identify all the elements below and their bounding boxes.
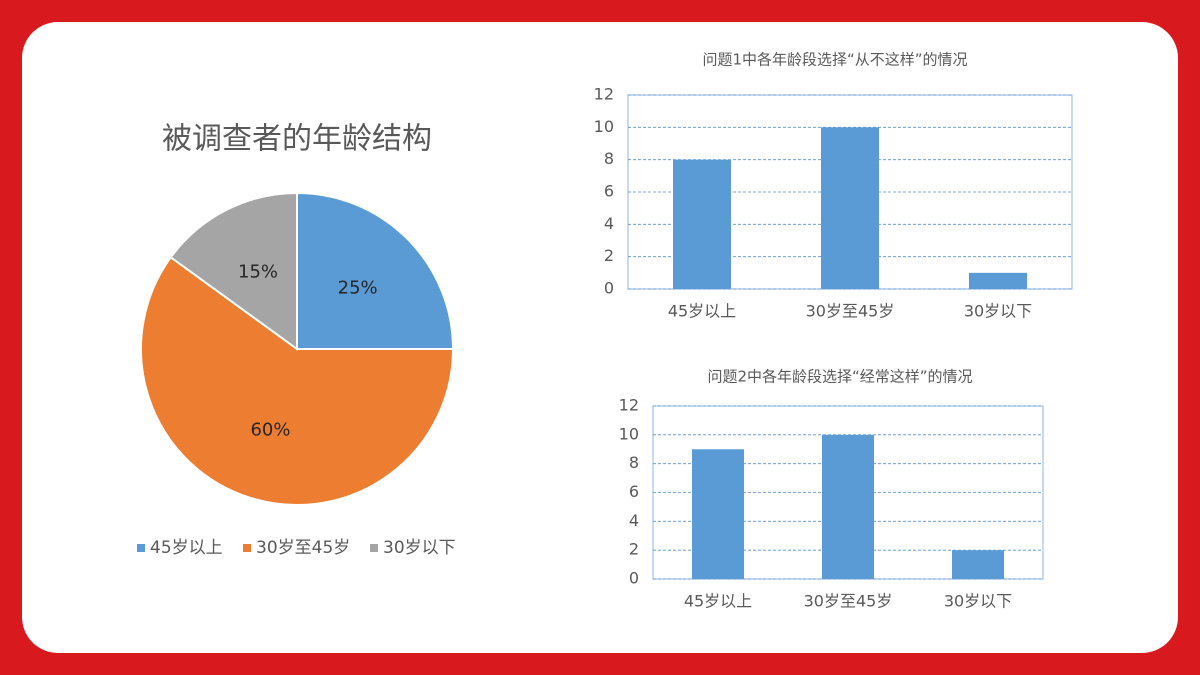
bar	[822, 434, 874, 579]
y-tick-label: 4	[629, 511, 639, 530]
y-tick-label: 2	[604, 246, 614, 265]
chart-title: 问题1中各年龄段选择“从不这样”的情况	[702, 51, 967, 69]
y-tick-label: 6	[629, 482, 639, 501]
y-tick-label: 10	[594, 117, 614, 136]
legend-label: 45岁以上	[150, 538, 223, 558]
bar	[821, 127, 879, 289]
y-tick-label: 12	[594, 85, 614, 104]
legend-marker	[137, 544, 145, 552]
y-tick-label: 2	[629, 540, 639, 559]
pie-slice	[140, 255, 455, 506]
y-tick-label: 6	[604, 182, 614, 201]
y-tick-label: 8	[604, 149, 614, 168]
y-tick-label: 0	[604, 279, 614, 298]
chart-title: 被调查者的年龄结构	[162, 122, 432, 157]
x-tick-label: 30岁至45岁	[804, 592, 893, 611]
data-label: 60%	[250, 420, 290, 441]
x-tick-label: 45岁以上	[668, 302, 736, 321]
x-tick-label: 30岁至45岁	[806, 302, 895, 321]
data-label: 15%	[238, 262, 278, 283]
x-tick-label: 30岁以下	[964, 302, 1032, 321]
x-tick-label: 30岁以下	[944, 592, 1012, 611]
y-tick-label: 12	[619, 396, 639, 415]
bar	[692, 449, 744, 579]
legend-marker	[243, 544, 251, 552]
pie-slice	[169, 191, 298, 351]
y-tick-label: 10	[619, 424, 639, 443]
data-label: 25%	[338, 277, 378, 298]
legend-label: 30岁至45岁	[256, 538, 350, 558]
bar	[673, 159, 731, 289]
chart-title: 问题2中各年龄段选择“经常这样”的情况	[707, 368, 972, 386]
y-tick-label: 4	[604, 214, 614, 233]
legend-label: 30岁以下	[383, 538, 456, 558]
x-tick-label: 45岁以上	[684, 592, 752, 611]
bar	[952, 550, 1004, 579]
y-tick-label: 0	[629, 569, 639, 588]
legend-marker	[370, 544, 378, 552]
y-tick-label: 8	[629, 453, 639, 472]
pie-slice	[296, 191, 455, 350]
bar	[969, 272, 1027, 289]
